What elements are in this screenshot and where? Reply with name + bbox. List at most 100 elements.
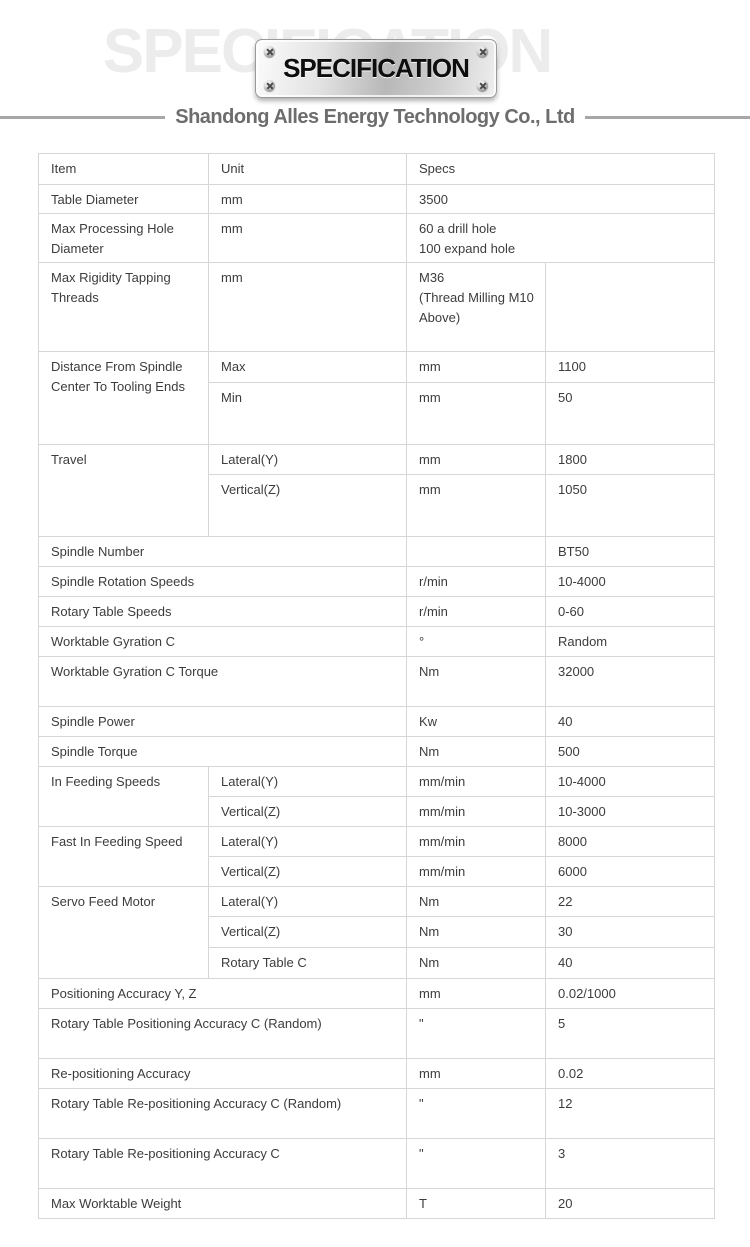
spec-label-cell: Worktable Gyration C <box>38 626 407 657</box>
value-cell: 8000 <box>544 826 716 857</box>
column-header-unit: Unit <box>208 153 407 185</box>
unit-cell: mm/min <box>406 856 546 887</box>
table-header-row: Item Unit Specs <box>38 153 716 185</box>
column-header-item: Item <box>38 153 209 185</box>
spec-label-cell: Travel <box>38 444 209 537</box>
table-row: In Feeding Speeds Lateral(Y) mm/min 10-4… <box>38 766 716 827</box>
value-cell: 60 a drill hole 100 expand hole <box>405 213 716 263</box>
unit-cell: Nm <box>406 886 546 917</box>
unit-cell: Nm <box>406 736 546 767</box>
table-row: Rotary Table Re-positioning Accuracy C (… <box>38 1088 716 1139</box>
value-cell: 1050 <box>544 474 716 537</box>
unit-cell: mm <box>406 474 546 537</box>
spec-label-cell: In Feeding Speeds <box>38 766 209 827</box>
value-cell: 10-4000 <box>544 566 716 597</box>
value-cell: 0.02/1000 <box>544 978 716 1009</box>
spec-label-cell: Re-positioning Accuracy <box>38 1058 407 1089</box>
table-row: Table Diameter mm 3500 <box>38 184 716 214</box>
value-cell: 3 <box>544 1138 716 1189</box>
left-rule <box>0 115 166 119</box>
spec-label-cell: Rotary Table Positioning Accuracy C (Ran… <box>38 1008 407 1059</box>
value-cell: 40 <box>544 706 716 737</box>
company-banner: Shandong Alles Energy Technology Co., Lt… <box>0 103 750 131</box>
table-row: Vertical(Z) mm 1050 <box>39 474 716 537</box>
unit-cell <box>406 536 546 567</box>
table-row: Re-positioning Accuracy mm 0.02 <box>38 1058 716 1089</box>
spec-label-cell: Positioning Accuracy Y, Z <box>38 978 407 1009</box>
value-cell: 10-3000 <box>544 796 716 827</box>
value-cell: 3500 <box>405 184 716 214</box>
screw-icon <box>264 80 275 91</box>
table-row: Rotary Table Positioning Accuracy C (Ran… <box>38 1008 716 1059</box>
column-header-specs: Specs <box>405 153 716 185</box>
value-cell: 32000 <box>544 656 716 707</box>
table-row: Fast In Feeding Speed Lateral(Y) mm/min … <box>38 826 716 887</box>
table-row: Servo Feed Motor Lateral(Y) Nm 22 <box>38 886 716 979</box>
table-row: Spindle Torque Nm 500 <box>38 736 716 767</box>
unit-cell: Nm <box>406 947 546 979</box>
table-row: Positioning Accuracy Y, Z mm 0.02/1000 <box>38 978 716 1009</box>
unit-cell: mm <box>208 262 407 352</box>
spec-label-cell: Fast In Feeding Speed <box>38 826 209 887</box>
spec-label-cell: Spindle Power <box>38 706 407 737</box>
unit-cell: r/min <box>406 596 546 627</box>
table-row: Vertical(Z) mm/min 6000 <box>39 856 716 887</box>
value-cell: 30 <box>544 916 716 948</box>
spec-table: Item Unit Specs Table Diameter mm 3500 M… <box>38 153 716 1219</box>
unit-cell: mm/min <box>406 766 546 797</box>
table-row: Rotary Table Re-positioning Accuracy C "… <box>38 1138 716 1189</box>
specification-plate: SPECIFICATION <box>255 39 497 98</box>
table-row: Rotary Table C Nm 40 <box>39 947 716 979</box>
unit-cell: mm <box>406 351 546 383</box>
spec-label-cell: Worktable Gyration C Torque <box>38 656 407 707</box>
header: SPECIFICATION SPECIFICATION Shandong All… <box>0 0 750 153</box>
unit-cell: mm <box>406 978 546 1009</box>
sub-label-cell: Vertical(Z) <box>208 856 407 887</box>
sub-label-cell: Lateral(Y) <box>208 766 407 797</box>
table-row: Max Rigidity Tapping Threads mm M36 (Thr… <box>38 262 716 352</box>
value-cell: 1800 <box>544 444 716 475</box>
unit-cell: Nm <box>406 656 546 707</box>
value-cell: 10-4000 <box>544 766 716 797</box>
unit-cell: mm <box>208 213 407 263</box>
spec-label-cell: Max Processing Hole Diameter <box>38 213 209 263</box>
unit-cell: " <box>406 1138 546 1189</box>
value-cell: 20 <box>544 1188 716 1219</box>
value-cell: 12 <box>544 1088 716 1139</box>
value-cell: 6000 <box>544 856 716 887</box>
value-cell: Random <box>544 626 716 657</box>
sub-label-cell: Min <box>208 382 407 445</box>
table-row: Spindle Number BT50 <box>38 536 716 567</box>
table-row: Travel Lateral(Y) mm 1800 <box>38 444 716 537</box>
unit-cell: Nm <box>406 916 546 948</box>
value-cell: 500 <box>544 736 716 767</box>
sub-label-cell: Lateral(Y) <box>208 826 407 857</box>
sub-label-cell: Lateral(Y) <box>208 444 407 475</box>
unit-cell: mm <box>406 1058 546 1089</box>
unit-cell: mm/min <box>406 826 546 857</box>
value-cell: 0.02 <box>544 1058 716 1089</box>
table-row: Max Processing Hole Diameter mm 60 a dri… <box>38 213 716 263</box>
table-row: Vertical(Z) mm/min 10-3000 <box>39 796 716 827</box>
unit-cell: T <box>406 1188 546 1219</box>
value-cell: 1100 <box>544 351 716 383</box>
company-name: Shandong Alles Energy Technology Co., Lt… <box>175 105 575 128</box>
unit-cell: ° <box>406 626 546 657</box>
table-row: Rotary Table Speeds r/min 0-60 <box>38 596 716 627</box>
unit-cell: mm <box>208 184 407 214</box>
spec-label-cell: Rotary Table Re-positioning Accuracy C (… <box>38 1088 407 1139</box>
sub-label-cell: Vertical(Z) <box>208 796 407 827</box>
screw-icon <box>264 46 275 57</box>
unit-cell: " <box>406 1008 546 1059</box>
table-row: Max Worktable Weight T 20 <box>38 1188 716 1219</box>
value-cell: M36 (Thread Milling M10 Above) <box>406 262 546 352</box>
spec-label-cell: Spindle Rotation Speeds <box>38 566 407 597</box>
spec-label-cell: Max Worktable Weight <box>38 1188 407 1219</box>
table-row: Spindle Rotation Speeds r/min 10-4000 <box>38 566 716 597</box>
table-row: Vertical(Z) Nm 30 <box>39 916 716 948</box>
sub-label-cell: Vertical(Z) <box>208 474 407 537</box>
table-row: Spindle Power Kw 40 <box>38 706 716 737</box>
value-cell: 5 <box>544 1008 716 1059</box>
sub-label-cell: Lateral(Y) <box>208 886 407 917</box>
